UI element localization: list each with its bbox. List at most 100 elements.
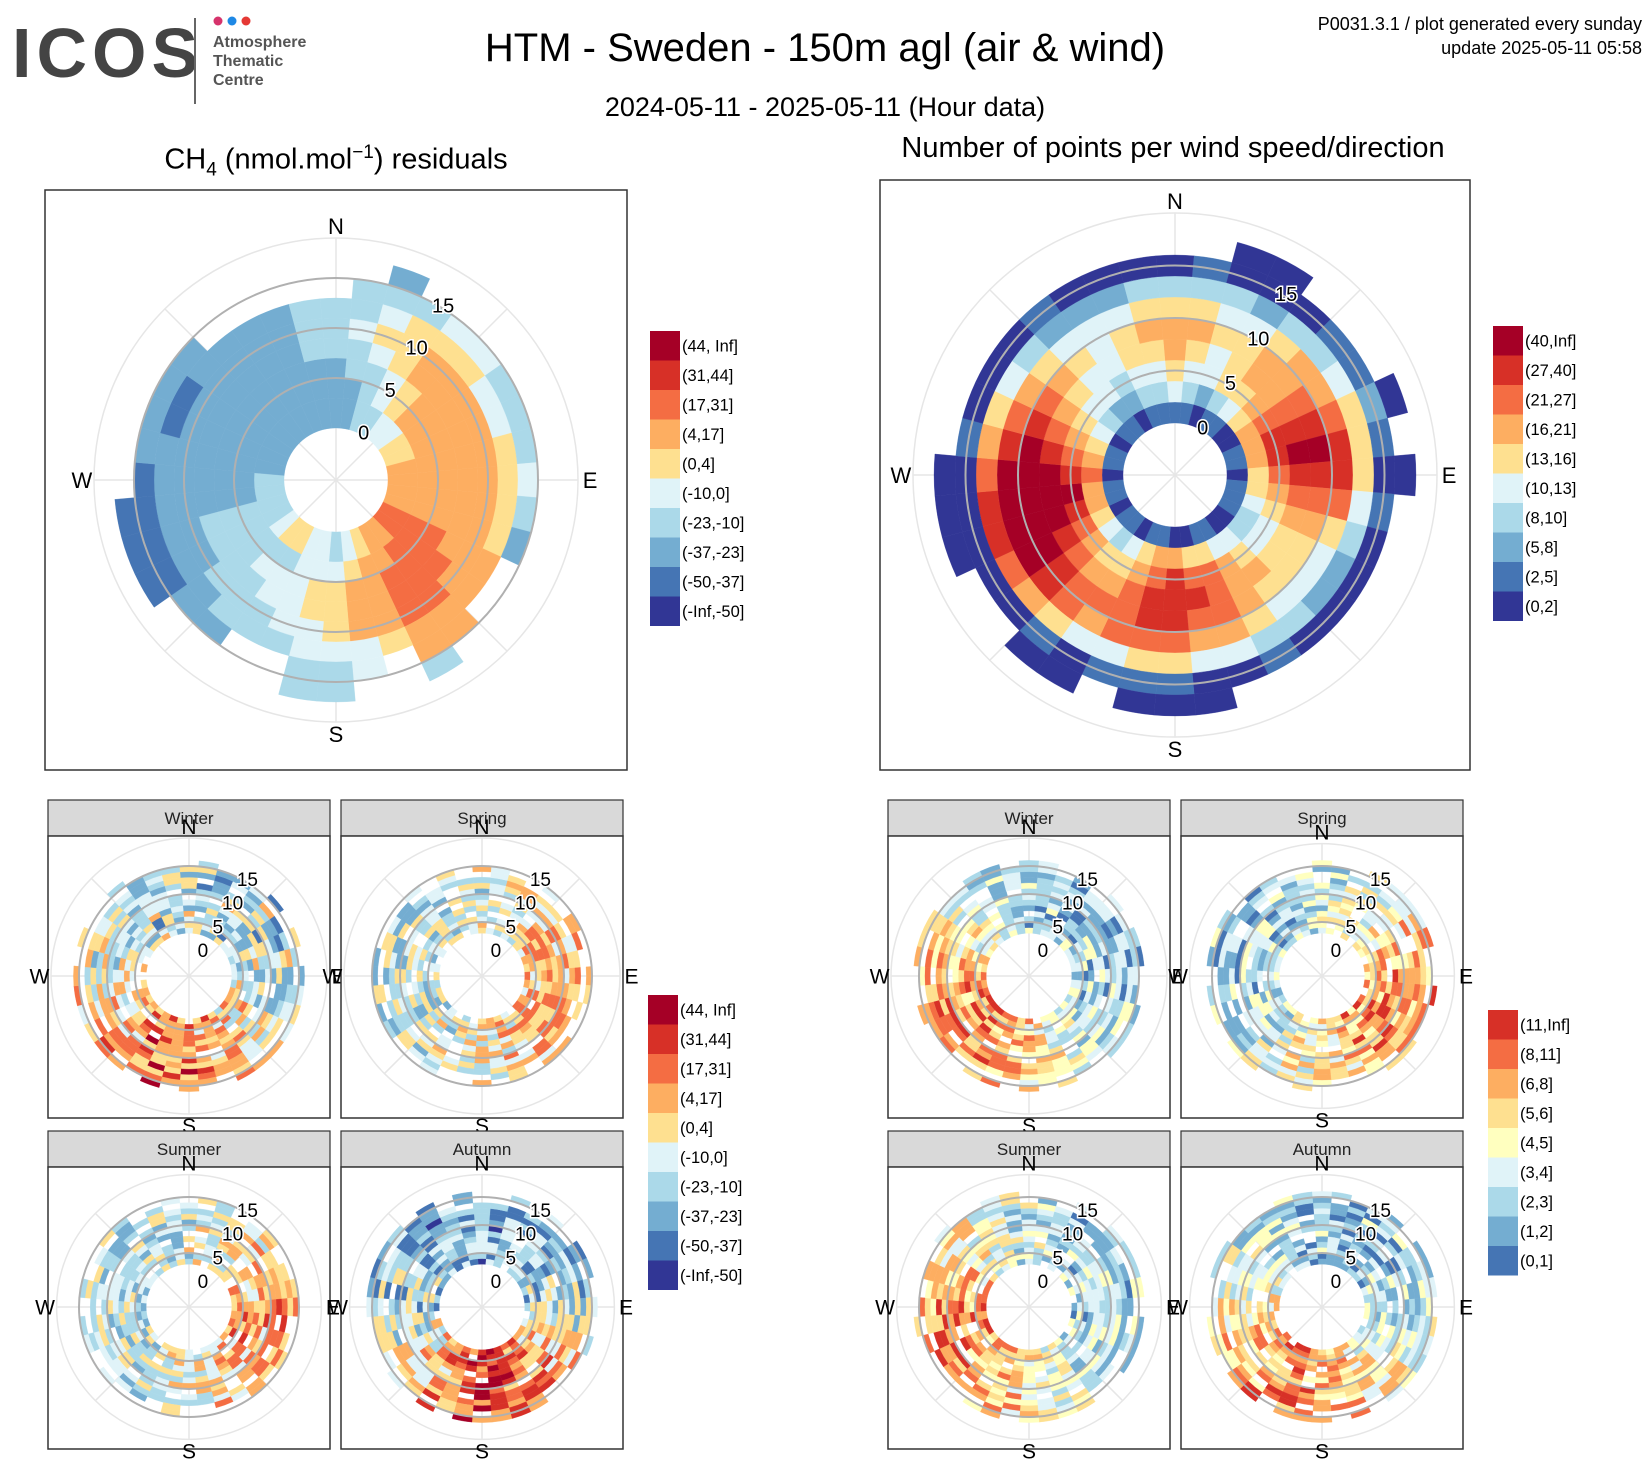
speed-tick-label: 10 [1355,894,1376,915]
speed-ring-5 [427,1252,537,1362]
heatmap-cell [319,297,353,319]
speed-ring-5 [233,377,439,583]
heatmap-cell [319,641,353,663]
compass-label-n: N [1167,189,1183,214]
heatmap-cells [933,242,1417,717]
heatmap-cell [935,1298,942,1316]
legend-swatch [648,1201,678,1231]
page-title: HTM - Sweden - 150m agl (air & wind) [484,26,1166,70]
speed-ring-5 [1267,921,1377,1031]
heatmap-cell [140,979,148,989]
legend-label: (-50,-37] [682,574,744,592]
facet-strip-label: Summer [997,1140,1062,1159]
heatmap-cell [183,1035,195,1042]
heatmap-cell [1317,1018,1327,1025]
heatmap-cell [475,1371,489,1378]
facet-strip [47,799,331,837]
facet-strip-label: Summer [157,1140,222,1159]
speed-tick-label: 5 [212,1248,223,1269]
heatmap-cell [1273,971,1280,981]
heatmap-cell [1310,461,1333,489]
heatmap-cell [84,966,91,986]
heatmap-cell [1112,687,1156,716]
heatmap-cells [913,1191,1145,1423]
heatmap-cell [118,969,125,983]
heatmap-cell [253,969,260,983]
heatmap-cell [180,1063,198,1070]
heatmap-cell [231,1302,238,1312]
heatmap-cell [996,459,1019,491]
outer-grid-circle [55,1173,323,1441]
heatmap-cell [546,1300,553,1314]
heatmap-cell [1304,1241,1317,1250]
heatmap-cell [153,463,175,497]
speed-tick-label: 10 [1247,328,1269,350]
facet-strip-label: Winter [1004,809,1053,828]
heatmap-cell [144,1205,164,1218]
legend-label: (-37,-23] [682,544,744,562]
heatmap-cell [396,901,413,920]
compass-label-w: W [322,966,342,989]
heatmap-cell [1291,1238,1306,1249]
heatmap-cell [1162,589,1188,612]
legend-label: (6,8] [1520,1076,1553,1094]
heatmap-cell [1392,1300,1399,1314]
legend-label: (-Inf,-50] [680,1267,742,1285]
heatmap-cell [182,1040,196,1047]
logo-line-2: Thematic [213,53,284,70]
page-subtitle: 2024-05-11 - 2025-05-11 (Hour data) [604,92,1046,122]
legend-swatch [1488,1157,1518,1187]
heatmap-cell [437,469,459,491]
heatmap-cell [475,1230,489,1237]
heatmap-cell [1226,468,1249,482]
speed-tick-label: 10 [515,1225,536,1246]
heatmap-cell [1317,927,1327,934]
legend-label: (0,4] [680,1120,713,1138]
heatmap-cell [1162,338,1188,361]
speed-tick-label: 15 [1370,1201,1391,1222]
heatmap-cell [475,1040,489,1047]
heatmap-cell [476,1035,488,1042]
heatmap-cell [1420,1297,1427,1317]
heatmap-cell [411,1300,418,1314]
legend-swatch [648,995,678,1025]
speed-tick-label: 15 [1077,870,1098,891]
heatmap-cell [1019,1074,1039,1081]
heatmap-cell [1023,1241,1035,1248]
legend-swatch [648,1083,678,1113]
speed-tick-label: 0 [1331,941,1342,962]
heatmap-cell [569,967,576,985]
legend-label: (10,13] [1525,480,1576,498]
speed-ring-5 [974,921,1084,1031]
heatmap-cell [1315,905,1329,912]
legend-label: (5,6] [1520,1105,1553,1123]
heatmap-cell [930,1298,937,1316]
heatmap-cell [1393,453,1417,497]
compass-label-w: W [328,1297,348,1320]
heatmap-cell [163,1208,182,1218]
heatmap-cell [934,1348,949,1368]
legend-swatch [650,478,680,508]
outer-grid-circle [912,212,1438,738]
facet-strip-label: Autumn [1293,1140,1352,1159]
compass-label-e: E [1166,1297,1180,1320]
compass-label-w: W [35,1297,55,1320]
heatmap-cell [1166,380,1184,403]
speed-ring-10 [1017,317,1333,633]
heatmap-cell [1020,1068,1038,1075]
heatmap-cell [476,910,488,917]
compass-label-s: S [1168,737,1183,762]
heatmap-cells [1206,1191,1438,1423]
heatmap-cell [1166,547,1184,570]
heatmap-cell [1121,967,1128,985]
compass-label-w: W [1168,966,1188,989]
heatmap-cell [1157,652,1193,675]
heatmap-cell [1019,871,1039,878]
speed-tick-label: 0 [1197,418,1208,440]
heatmap-cell [1273,1302,1280,1312]
heatmap-cell [473,1399,491,1406]
heatmap-cell [1315,1040,1329,1047]
compass-label-s: S [329,722,344,747]
legend-swatch [650,508,680,538]
